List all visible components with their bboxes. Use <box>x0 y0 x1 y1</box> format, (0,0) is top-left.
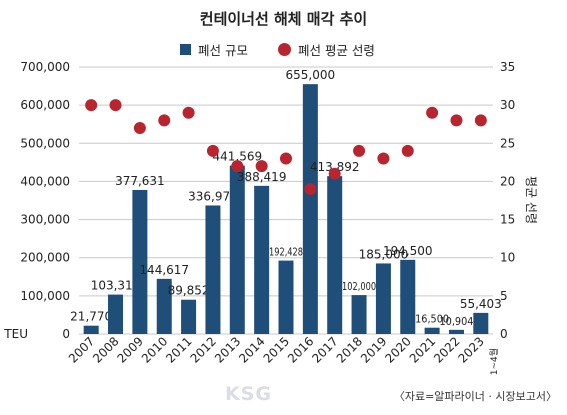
y-left-tick-label: 0 <box>62 327 70 341</box>
x-tick-label: 2020 <box>382 334 413 365</box>
bar-value-label: 377,631 <box>115 174 165 188</box>
x-tick-label: 2009 <box>115 334 146 365</box>
chart-title: 컨테이너선 해체 매각 추이 <box>199 10 368 28</box>
bar <box>375 263 391 334</box>
bar-value-label: 413,892 <box>310 160 360 174</box>
legend-swatch-bar <box>180 44 191 55</box>
bar-value-label: 103,315 <box>91 279 141 293</box>
bar-value-label: 655,000 <box>286 68 336 82</box>
bar <box>156 278 172 334</box>
bar <box>473 312 489 334</box>
y-left-tick-label: 400,000 <box>20 174 70 188</box>
bar-value-label: 388,419 <box>237 170 287 184</box>
bar <box>424 327 440 334</box>
bar <box>83 325 99 334</box>
y-right-tick-label: 0 <box>500 327 508 341</box>
bar-value-label: 10,904 <box>439 316 473 328</box>
x-tick-label: 2018 <box>334 334 365 365</box>
age-point <box>353 144 366 157</box>
x-tick-label: 2022 <box>431 334 462 365</box>
legend-item-dots: 폐선 평균 선령 <box>277 40 375 59</box>
age-point <box>206 144 219 157</box>
y-right-tick-label: 30 <box>500 98 515 112</box>
y-left-tick-label: 200,000 <box>20 251 70 265</box>
bar <box>278 260 294 334</box>
source-note: 〈자료=알파라이너 · 시장보고서〉 <box>393 390 557 403</box>
x-tick-sublabel: 1~4월 <box>488 348 500 375</box>
bar-value-label: 336,971 <box>188 189 238 203</box>
x-tick-label: 2013 <box>212 334 243 365</box>
bar <box>205 205 221 334</box>
legend-label-dots: 폐선 평균 선령 <box>297 43 375 58</box>
bar-value-label: 192,428 <box>269 247 303 259</box>
bar-value-label: 441,569 <box>212 150 262 164</box>
y-right-tick-label: 5 <box>500 289 508 303</box>
bar <box>327 176 343 334</box>
bar-value-label: 89,852 <box>168 284 210 298</box>
age-point <box>280 152 292 165</box>
x-tick-label: 2012 <box>188 334 219 365</box>
age-point <box>85 99 98 112</box>
x-tick-label: 2021 <box>407 334 438 365</box>
bar <box>181 299 197 334</box>
bar <box>351 295 367 334</box>
bar-value-label: 194,500 <box>383 244 433 258</box>
y-right-axis-title: 평균 선령 <box>524 176 538 224</box>
x-tick-label: 2017 <box>309 334 340 365</box>
age-point <box>401 144 414 157</box>
bar-value-label: 185,000 <box>359 247 409 261</box>
x-tick-label: 2015 <box>261 334 292 365</box>
watermark-logo: KSG <box>225 383 273 405</box>
x-tick-label: 2007 <box>66 334 97 365</box>
bar <box>108 294 124 334</box>
x-tick-label: 2016 <box>285 334 316 365</box>
x-tick-label: 2014 <box>236 334 267 365</box>
bar-value-label: 21,770 <box>70 310 112 324</box>
age-point <box>109 99 122 112</box>
legend-label-bars: 폐선 규모 <box>198 43 248 58</box>
y-left-unit-label: TEU <box>3 327 28 341</box>
age-point <box>133 122 146 135</box>
x-tick-label: 2011 <box>163 334 194 365</box>
age-point <box>474 114 487 127</box>
y-right-tick-label: 20 <box>500 174 515 188</box>
bar-value-label: 55,403 <box>460 297 502 311</box>
bar <box>254 185 270 334</box>
y-right-tick-label: 10 <box>500 251 515 265</box>
age-point <box>231 160 244 173</box>
x-tick-label: 2008 <box>90 334 121 365</box>
age-point <box>426 106 439 119</box>
bar <box>400 259 416 334</box>
y-right-tick-label: 25 <box>500 136 515 150</box>
age-point <box>182 106 195 119</box>
bar-value-label: 16,500 <box>415 314 449 326</box>
x-tick-label: 2019 <box>358 334 389 365</box>
bar-value-label: 144,617 <box>139 263 189 277</box>
legend-item-bars: 폐선 규모 <box>180 40 248 59</box>
x-tick-label: 2023 <box>455 334 486 365</box>
bar <box>229 165 245 334</box>
age-point <box>304 183 317 196</box>
y-right-tick-label: 15 <box>500 213 515 227</box>
legend-swatch-dot <box>277 43 291 56</box>
y-right-tick-label: 35 <box>500 60 515 74</box>
age-point <box>158 114 171 127</box>
bar <box>132 189 148 334</box>
y-left-tick-label: 500,000 <box>20 136 70 150</box>
age-point <box>377 152 390 165</box>
bar-value-label: 102,000 <box>342 281 376 293</box>
bar <box>302 84 318 335</box>
x-tick-label: 2010 <box>139 334 170 365</box>
bar <box>448 329 464 334</box>
y-left-tick-label: 600,000 <box>20 98 70 112</box>
y-left-tick-label: 700,000 <box>20 60 70 74</box>
y-left-tick-label: 300,000 <box>20 213 70 227</box>
age-point <box>450 114 463 127</box>
age-point <box>328 167 341 180</box>
legend: 폐선 규모 폐선 평균 선령 <box>180 40 405 59</box>
y-left-tick-label: 100,000 <box>20 289 70 303</box>
age-point <box>255 160 268 173</box>
